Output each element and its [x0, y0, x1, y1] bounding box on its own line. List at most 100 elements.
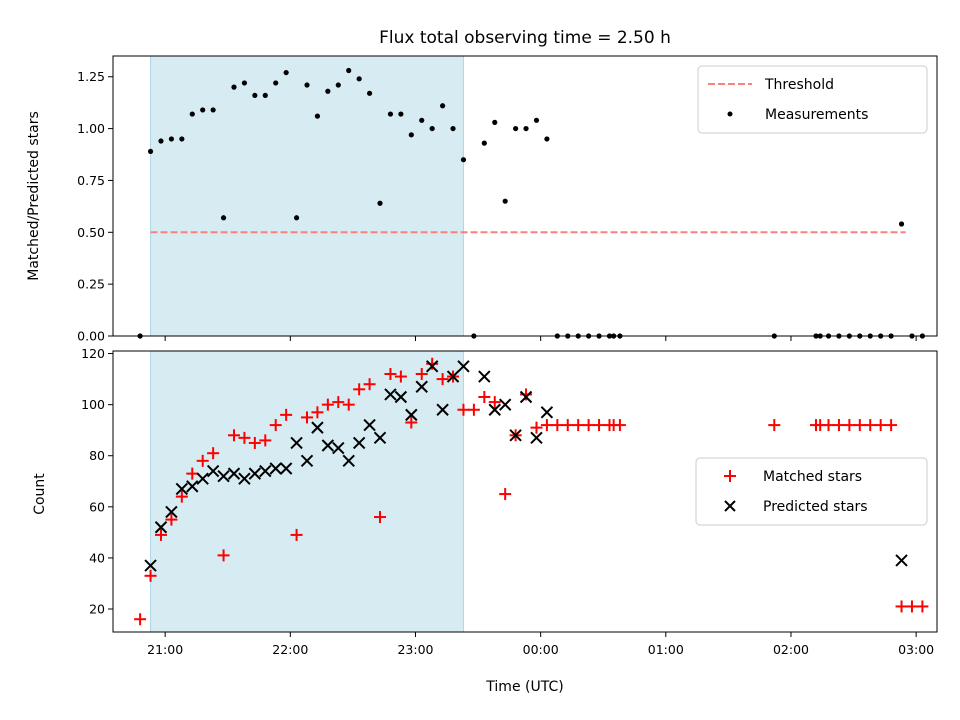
measurement-point [252, 92, 258, 99]
measurement-point [147, 148, 154, 155]
predicted-star-point [259, 464, 272, 478]
predicted-star-point [175, 482, 189, 496]
predicted-star-point [363, 418, 376, 432]
matched-star-point [885, 419, 898, 432]
measurement-point [210, 107, 216, 113]
measurement-point [262, 92, 268, 99]
bottom-x-tick-label: 02:00 [773, 642, 809, 657]
top-panel: 0.00 0.25 0.50 0.75 1.00 1.25 Matched/Predict… [26, 55, 938, 344]
measurement-point [200, 107, 206, 113]
top-y-tick-label: 0.50 [77, 225, 105, 240]
predicted-star-point [498, 398, 512, 411]
predicted-star-point [279, 462, 293, 475]
bottom-x-tick-label: 21:00 [147, 642, 183, 657]
bottom-x-tick-label: 01:00 [648, 642, 684, 657]
top-legend-frame [697, 65, 928, 134]
predicted-star-point [895, 554, 908, 567]
predicted-star-point [311, 421, 324, 434]
top-y-tick-label: 1.00 [77, 121, 105, 136]
predicted-star-point [186, 480, 199, 493]
matched-star-point [196, 454, 209, 467]
measurement-point [231, 84, 237, 90]
matched-star-point [499, 488, 512, 501]
predicted-star-point [196, 472, 209, 485]
measurement-point [283, 69, 289, 76]
measurement-point [533, 117, 540, 123]
measurement-point [513, 125, 519, 132]
predicted-star-point [290, 436, 303, 450]
matched-star-point [457, 403, 470, 416]
measurement-point [544, 136, 550, 142]
matched-star-point [572, 419, 585, 432]
measurement-point [325, 88, 331, 94]
bottom-axes-frame [112, 350, 938, 633]
bottom-x-tick-label: 00:00 [523, 642, 559, 657]
predicted-star-point [509, 429, 522, 442]
measurement-point [502, 198, 508, 204]
matched-star-point [916, 600, 929, 613]
top-y-tick-label: 1.25 [77, 69, 105, 84]
matched-star-point [374, 511, 387, 524]
predicted-star-point [238, 472, 251, 485]
matched-star-point [853, 419, 866, 432]
measurement-point [304, 82, 310, 88]
bottom-x-axis: 21:00 22:00 23:00 00:00 01:00 02:00 03:00 [147, 632, 934, 657]
measurement-point [220, 215, 227, 221]
measurement-point [189, 111, 195, 117]
matched-star-point [186, 467, 199, 480]
top-y-tick-label: 0.00 [77, 329, 105, 344]
matched-star-point [227, 429, 240, 442]
matched-star-point [436, 373, 449, 386]
predicted-star-point [488, 403, 501, 416]
predicted-star-point [321, 439, 335, 452]
top-axes-frame [112, 55, 938, 337]
bottom-y-tick-label: 80 [89, 448, 105, 463]
bottom-y-tick-label: 60 [89, 499, 105, 514]
matched-star-point [238, 431, 251, 444]
predicted-star-point [300, 454, 314, 468]
predicted-star-point [405, 408, 418, 422]
predicted-star-point [227, 467, 241, 480]
top-y-axis: 0.00 0.25 0.50 0.75 1.00 1.25 [77, 69, 113, 344]
top-y-tick-label: 0.75 [77, 173, 105, 188]
matched-star-point [478, 390, 491, 403]
predicted-star-point [165, 505, 178, 519]
top-legend: Threshold Measurements [697, 65, 928, 134]
matched-star-point [613, 419, 626, 432]
matched-star-point [540, 419, 553, 432]
matched-star-point [175, 490, 188, 503]
legend-measurements-swatch [727, 111, 733, 117]
predicted-star-point [373, 431, 387, 445]
matched-star-point [280, 408, 293, 421]
matched-star-point [843, 419, 856, 432]
measurement-point [293, 215, 300, 221]
bottom-x-tick-label: 22:00 [272, 642, 308, 657]
predicted-star-point [384, 388, 397, 401]
matched-star-point [353, 383, 366, 396]
predicted-star-point [144, 559, 157, 572]
chart-title: Flux total observing time = 2.50 h [379, 28, 671, 48]
legend-predicted-label: Predicted stars [763, 499, 868, 515]
top-observing-span [150, 55, 464, 337]
matched-star-point [154, 528, 167, 541]
bottom-y-axis-label: Count [32, 473, 48, 515]
matched-star-point [520, 388, 533, 401]
measurement-point [168, 136, 175, 142]
legend-matched-label: Matched stars [763, 469, 862, 485]
bottom-legend-frame [695, 457, 928, 526]
matched-star-point [822, 419, 835, 432]
predicted-star-point [415, 380, 428, 393]
predicted-star-point [425, 360, 439, 373]
matched-star-point [467, 403, 480, 416]
measurement-point [408, 132, 414, 138]
measurement-point [377, 200, 383, 206]
predicted-star-point [342, 454, 355, 468]
bottom-x-tick-label: 23:00 [397, 642, 433, 657]
matched-star-point [768, 419, 781, 432]
legend-matched-swatch [724, 470, 736, 482]
matched-star-point [301, 411, 314, 424]
matched-star-point [144, 569, 157, 582]
predicted-star-point [394, 390, 408, 404]
bottom-y-tick-label: 100 [81, 397, 105, 412]
